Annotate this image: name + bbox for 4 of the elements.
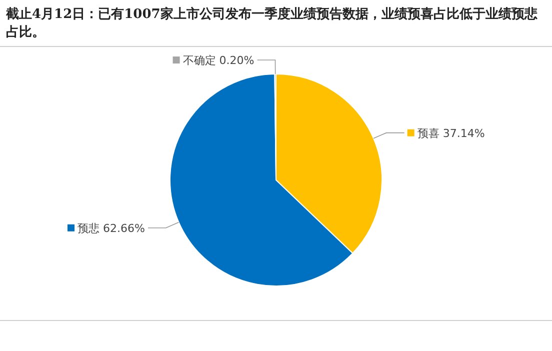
legend-label: 预悲 62.66% <box>78 222 145 235</box>
legend-label: 不确定 0.20% <box>182 54 254 67</box>
legend-label: 预喜 37.14% <box>417 126 485 140</box>
chart-title: 截止4月12日：已有1007家上市公司发布一季度业绩预告数据，业绩预喜占比低于业绩预悲占比。 <box>6 6 538 42</box>
